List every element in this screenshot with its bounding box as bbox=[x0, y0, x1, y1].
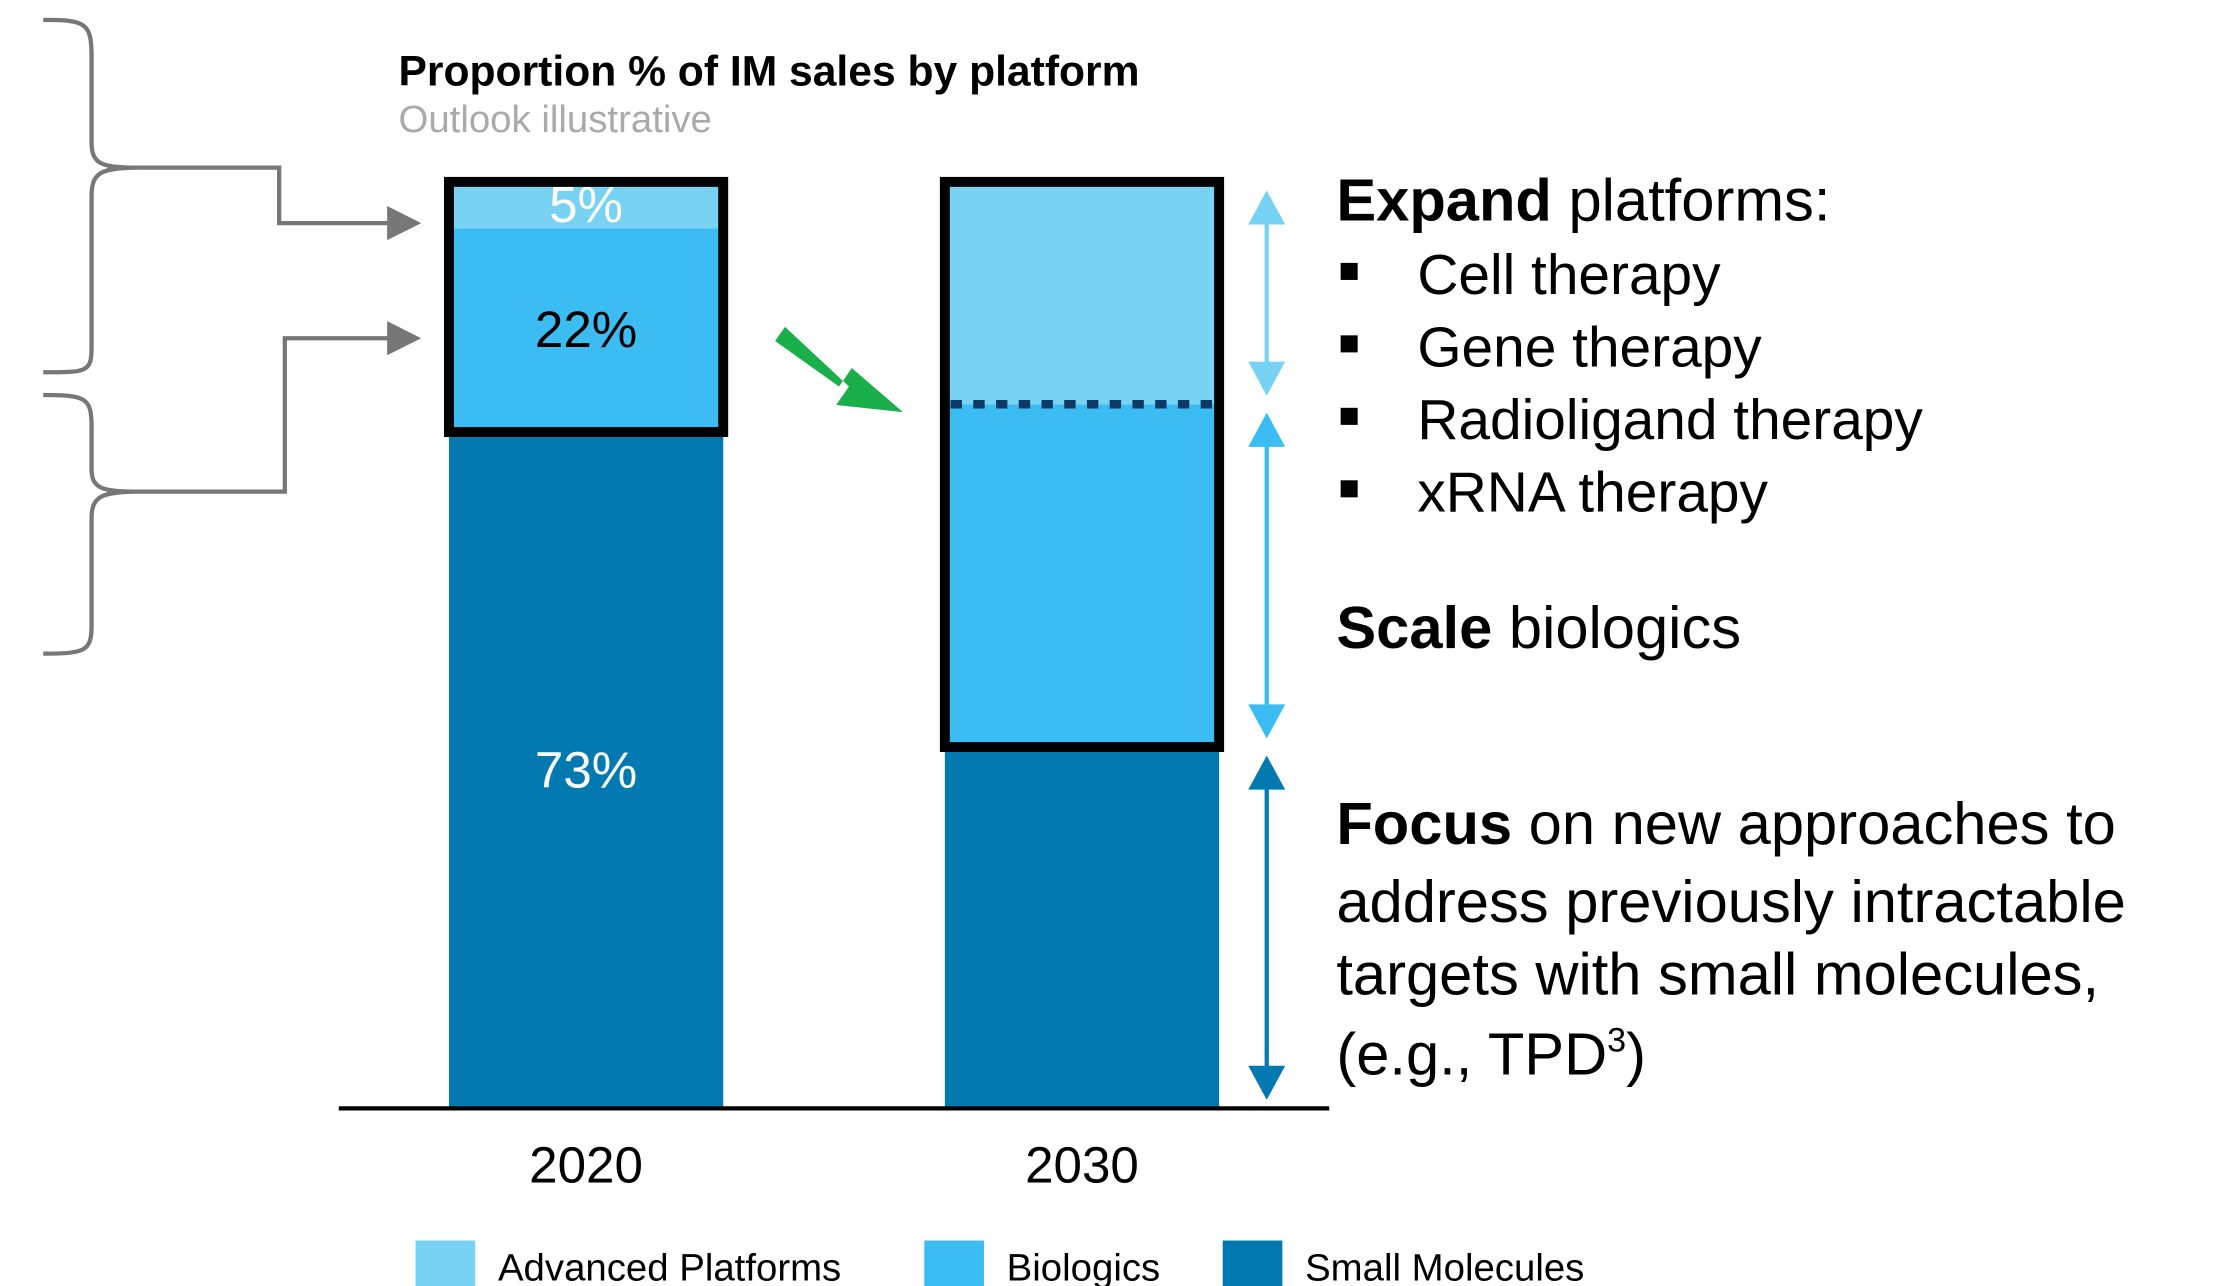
bar-segment bbox=[944, 404, 1220, 748]
bullet-text: Cell therapy bbox=[1417, 244, 1721, 307]
bracket bbox=[43, 392, 138, 656]
range-arrow-head bbox=[1248, 361, 1286, 396]
range-arrow-head bbox=[1248, 190, 1286, 225]
range-arrow-head bbox=[1248, 704, 1286, 739]
data-label: 73% bbox=[535, 741, 637, 798]
bullet-text: xRNA therapy bbox=[1417, 462, 1768, 525]
bar-segment bbox=[944, 747, 1220, 1109]
annotation-text: ) bbox=[1626, 1020, 1646, 1087]
x-tick-label: 2020 bbox=[529, 1136, 643, 1193]
bullet bbox=[1340, 262, 1358, 280]
annotation-text: targets with small molecules, bbox=[1336, 941, 2099, 1008]
annotation-text: address previously intractable bbox=[1336, 868, 2125, 935]
range-arrow-head bbox=[1248, 755, 1286, 790]
annotation-bold: Focus bbox=[1336, 790, 1512, 857]
x-tick-label: 2030 bbox=[1025, 1136, 1139, 1193]
bullet-text: Radioligand therapy bbox=[1417, 389, 1923, 452]
range-arrow-head bbox=[1248, 412, 1286, 447]
annotation: Expand platforms: bbox=[1336, 166, 1830, 233]
bar-segment bbox=[448, 432, 724, 1109]
bar-segment bbox=[448, 228, 724, 433]
superscript: 3 bbox=[1607, 1022, 1626, 1060]
annotation: Scale biologics bbox=[1336, 594, 1741, 661]
pointer-arrow bbox=[137, 165, 422, 241]
annotation-text: (e.g., TPD bbox=[1336, 1020, 1607, 1087]
bar-segment bbox=[944, 181, 1220, 405]
bullet bbox=[1340, 335, 1358, 353]
highlight-box bbox=[939, 176, 1225, 753]
pointer-arrow bbox=[137, 321, 422, 494]
bullet bbox=[1340, 407, 1358, 425]
annotation-text: platforms: bbox=[1552, 166, 1831, 233]
annotation-text: on new approaches to bbox=[1512, 790, 2116, 857]
bullet bbox=[1340, 480, 1358, 498]
bracket bbox=[43, 17, 138, 375]
annotation-text: biologics bbox=[1492, 594, 1741, 661]
chart-title: Proportion % of IM sales by platform bbox=[399, 47, 1140, 95]
annotation: (e.g., TPD3) bbox=[1336, 1020, 1646, 1087]
trend-arrow bbox=[775, 326, 903, 413]
legend-swatch bbox=[415, 1240, 476, 1286]
annotation: Focus on new approaches to bbox=[1336, 790, 2116, 857]
data-label: 22% bbox=[535, 301, 637, 358]
legend-label: Advanced Platforms bbox=[498, 1246, 841, 1286]
legend-swatch bbox=[924, 1240, 984, 1286]
range-arrow-head bbox=[1248, 1065, 1286, 1100]
annotation-bold: Expand bbox=[1336, 166, 1552, 233]
annotation-bold: Scale bbox=[1336, 594, 1492, 661]
highlight-box bbox=[443, 176, 729, 438]
legend-label: Small Molecules bbox=[1305, 1246, 1584, 1286]
bar-segment bbox=[448, 181, 724, 229]
legend-swatch bbox=[1222, 1240, 1283, 1286]
chart-subtitle: Outlook illustrative bbox=[399, 98, 712, 141]
bullet-text: Gene therapy bbox=[1417, 317, 1762, 380]
legend-label: Biologics bbox=[1007, 1246, 1161, 1286]
